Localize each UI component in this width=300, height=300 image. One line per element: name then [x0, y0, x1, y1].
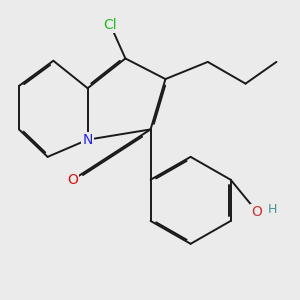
Text: N: N [82, 133, 93, 147]
Text: O: O [251, 205, 262, 219]
Text: O: O [67, 173, 78, 187]
Text: H: H [268, 202, 277, 215]
Text: Cl: Cl [104, 18, 117, 32]
